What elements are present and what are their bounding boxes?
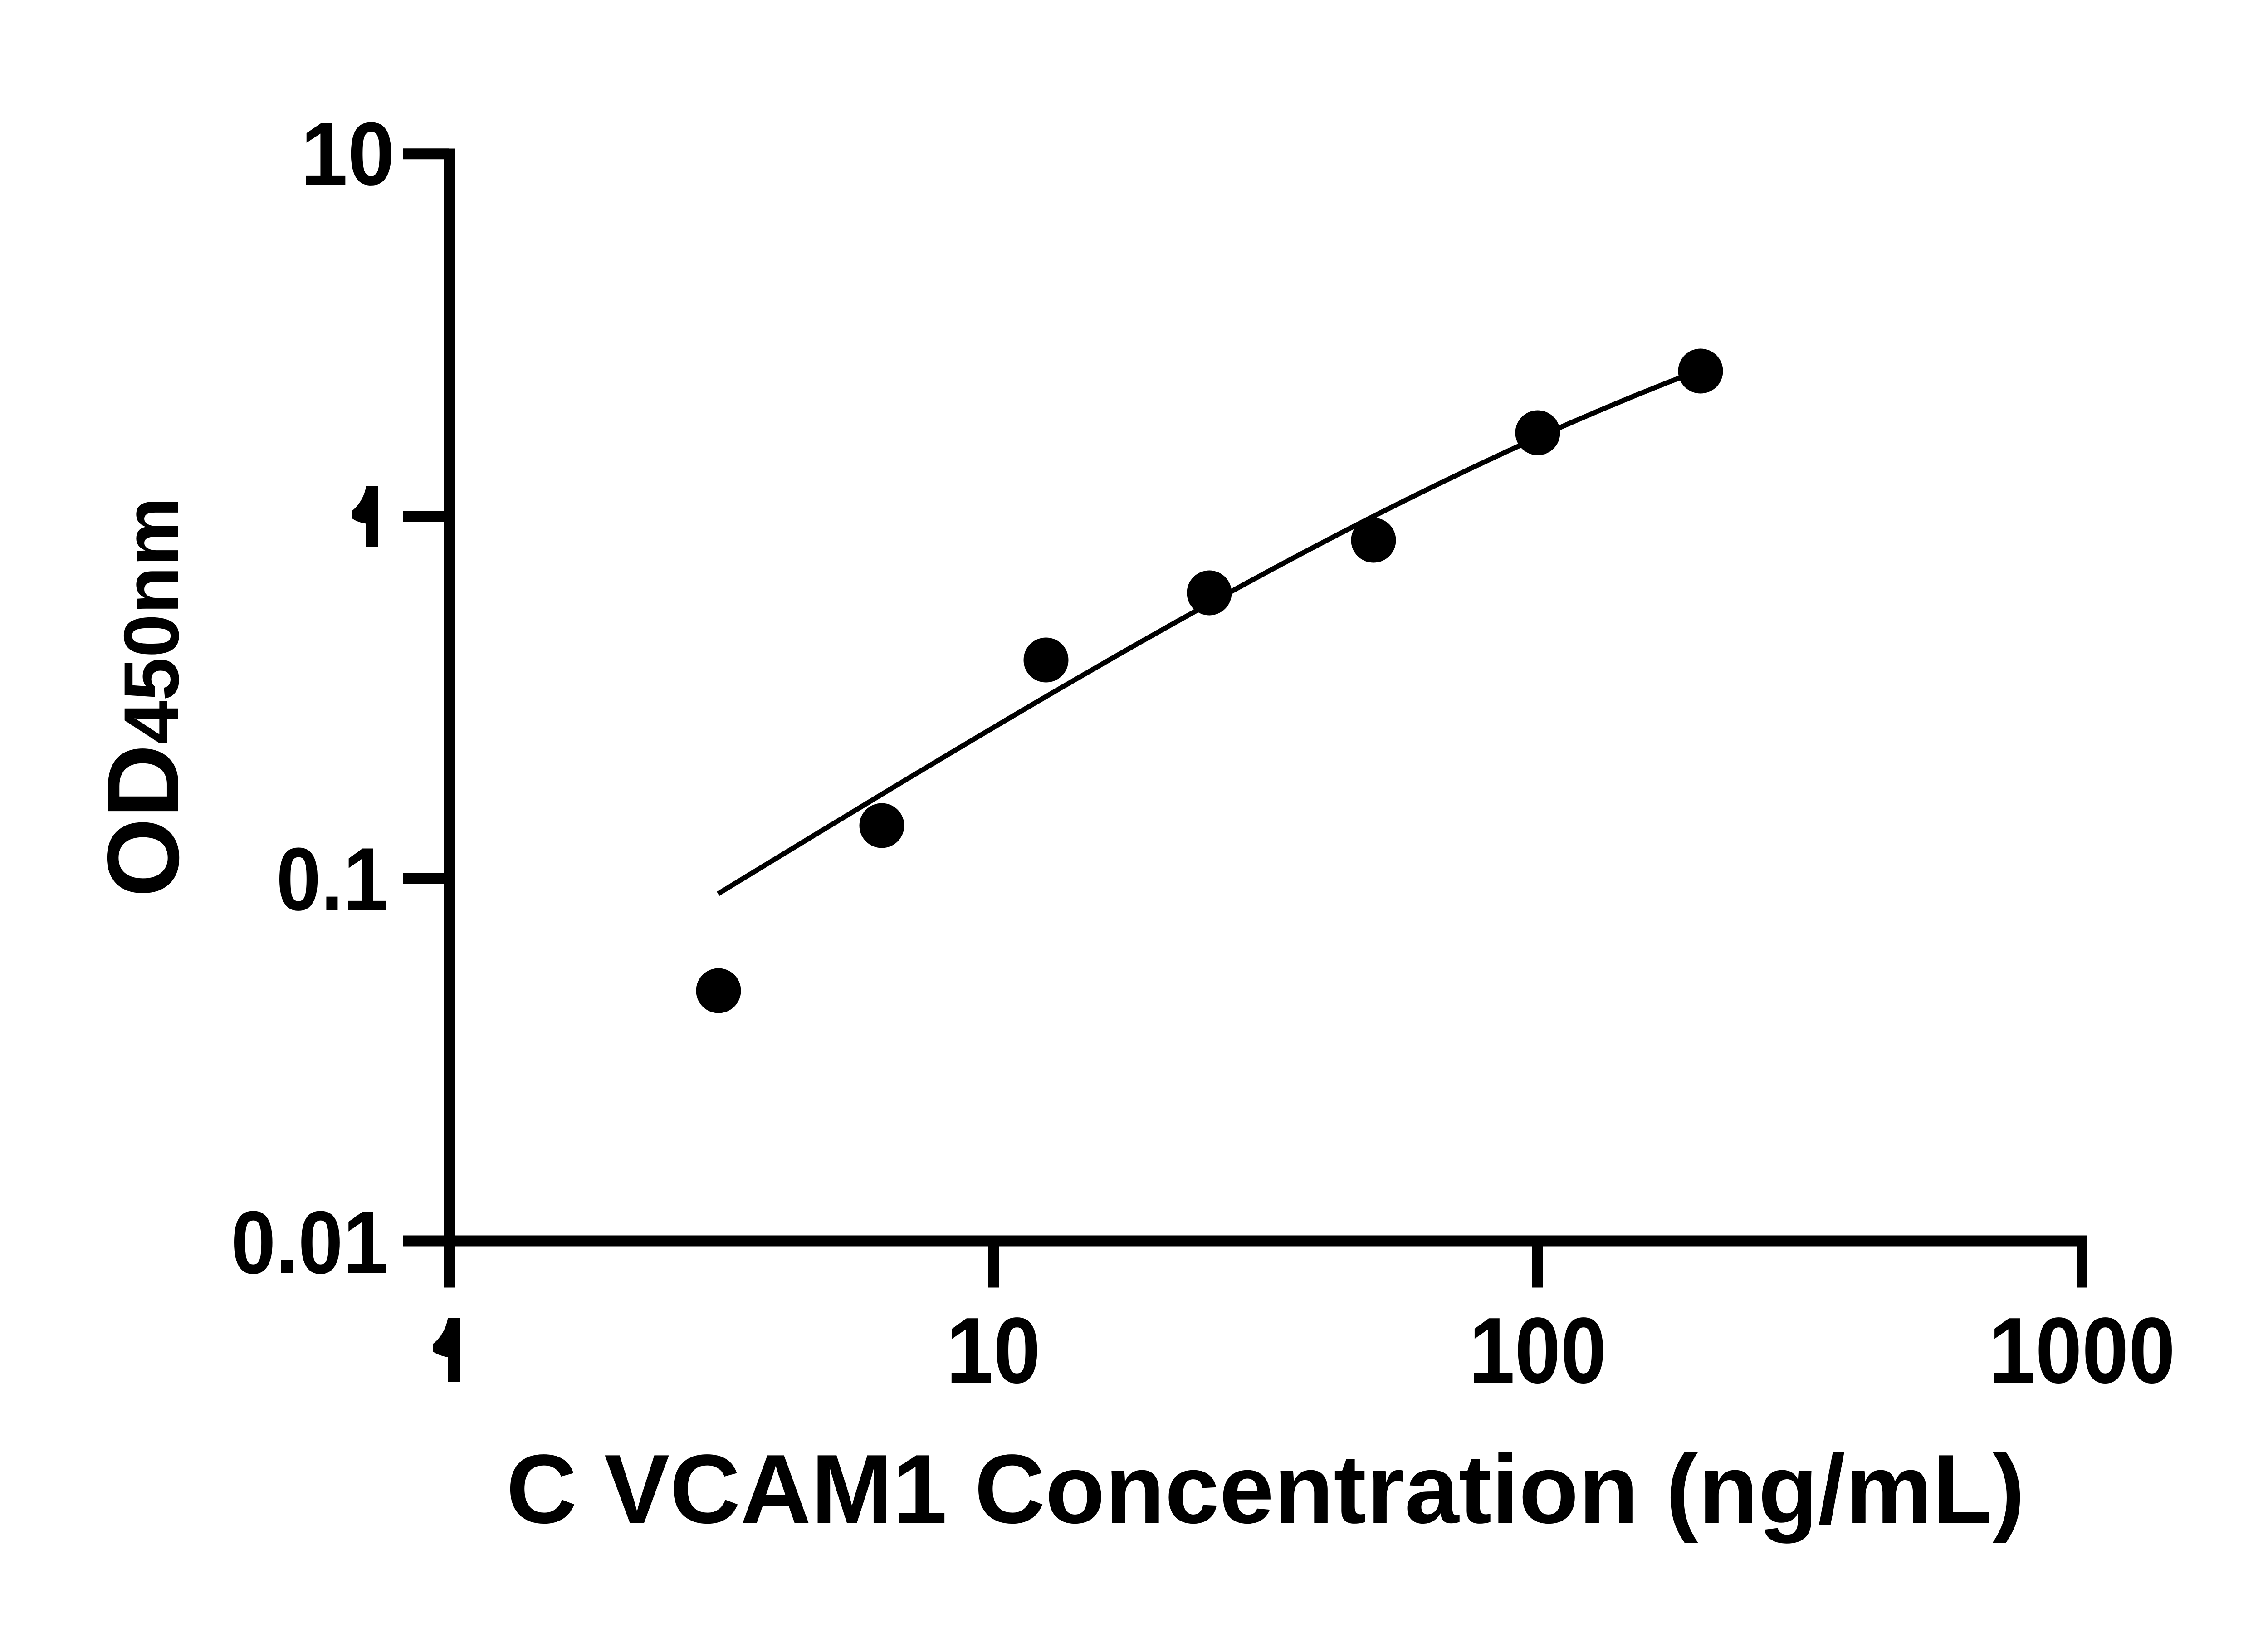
svg-text:0.01: 0.01	[231, 1193, 388, 1292]
svg-text:10: 10	[301, 104, 395, 204]
svg-text:C VCAM1 Concentration (ng/mL): C VCAM1 Concentration (ng/mL)	[506, 1434, 2025, 1544]
svg-text:100: 100	[1469, 1298, 1607, 1403]
svg-text:1000: 1000	[1989, 1298, 2175, 1403]
svg-text:10: 10	[946, 1298, 1041, 1403]
svg-text:0.1: 0.1	[276, 829, 388, 929]
